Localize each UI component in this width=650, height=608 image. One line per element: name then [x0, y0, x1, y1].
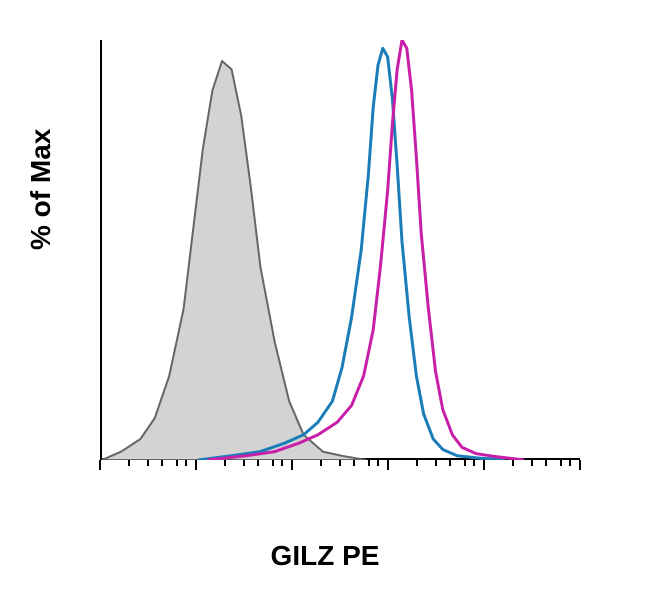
xtick-minor: [272, 460, 274, 466]
xtick-major: [483, 460, 485, 470]
xtick-minor: [464, 460, 466, 466]
xtick-minor: [545, 460, 547, 466]
xtick-minor: [147, 460, 149, 466]
x-axis-label: GILZ PE: [0, 540, 650, 572]
xtick-minor: [449, 460, 451, 466]
series-sample-magenta: [208, 40, 525, 460]
xtick-minor: [531, 460, 533, 466]
xtick-minor: [353, 460, 355, 466]
xtick-minor: [416, 460, 418, 466]
xtick-minor: [560, 460, 562, 466]
xtick-minor: [320, 460, 322, 466]
xtick-minor: [243, 460, 245, 466]
xtick-minor: [435, 460, 437, 466]
xtick-minor: [185, 460, 187, 466]
xtick-minor: [473, 460, 475, 466]
xtick-major: [579, 460, 581, 470]
xtick-minor: [128, 460, 130, 466]
xtick-minor: [224, 460, 226, 466]
xtick-minor: [161, 460, 163, 466]
xtick-major: [291, 460, 293, 470]
xtick-minor: [281, 460, 283, 466]
xtick-minor: [377, 460, 379, 466]
plot-area: [100, 40, 580, 460]
xtick-minor: [368, 460, 370, 466]
histogram-curves: [102, 40, 582, 460]
x-axis-ticks: [100, 460, 580, 472]
series-control: [102, 61, 366, 460]
xtick-minor: [339, 460, 341, 466]
xtick-major: [387, 460, 389, 470]
xtick-major: [99, 460, 101, 470]
xtick-minor: [512, 460, 514, 466]
xtick-minor: [176, 460, 178, 466]
series-sample-blue: [198, 48, 505, 460]
chart-container: [100, 40, 580, 500]
xtick-minor: [569, 460, 571, 466]
xtick-major: [195, 460, 197, 470]
xtick-minor: [257, 460, 259, 466]
y-axis-label: % of Max: [25, 129, 57, 250]
